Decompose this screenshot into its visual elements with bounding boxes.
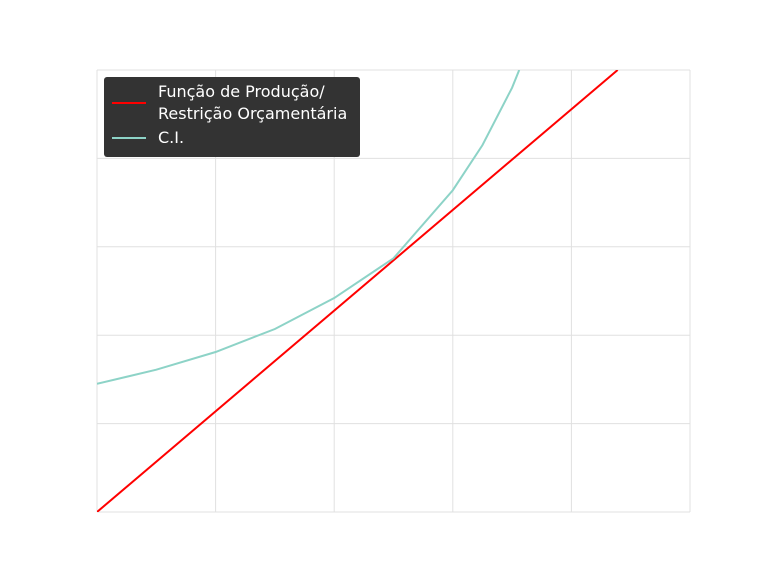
series-line xyxy=(97,70,521,385)
legend: Função de Produção/ Restrição Orçamentár… xyxy=(104,77,360,157)
legend-entry: C.I. xyxy=(112,127,352,149)
legend-swatch xyxy=(112,137,146,139)
legend-entry: Função de Produção/ Restrição Orçamentár… xyxy=(112,81,352,125)
legend-label: Função de Produção/ Restrição Orçamentár… xyxy=(158,82,348,123)
legend-label: C.I. xyxy=(158,128,185,147)
legend-swatch xyxy=(112,102,146,104)
series-line xyxy=(97,70,619,512)
